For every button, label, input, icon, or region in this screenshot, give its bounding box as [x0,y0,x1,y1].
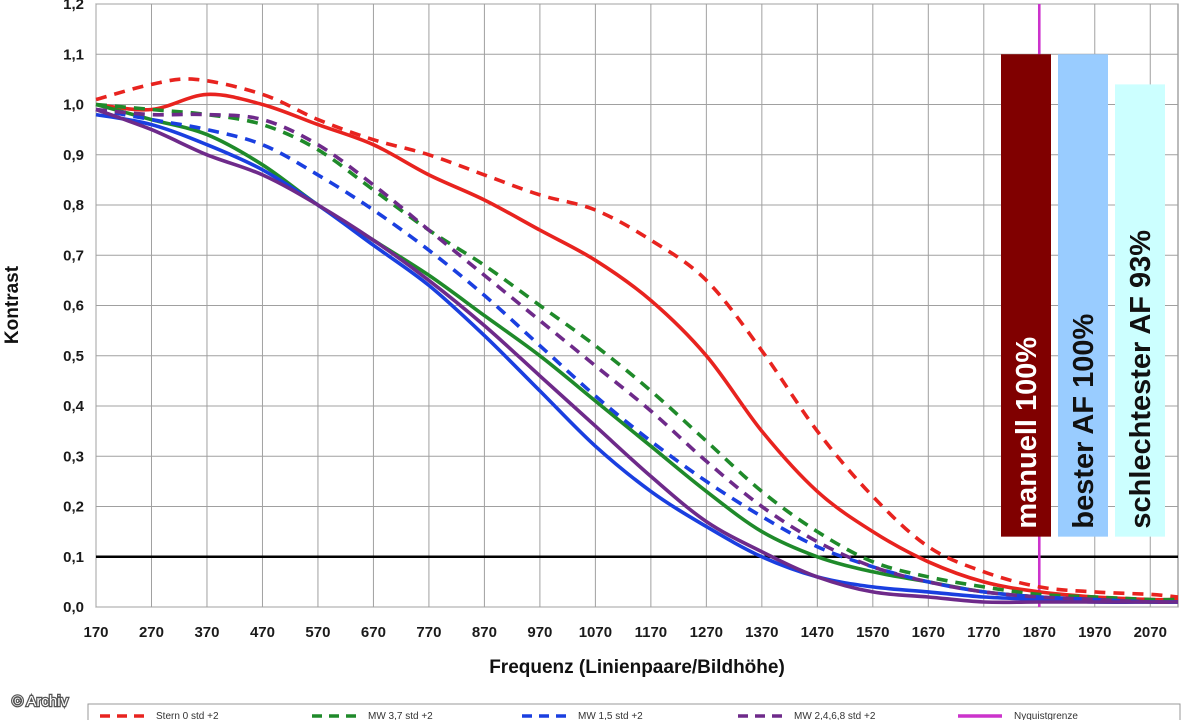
x-tick-label: 1670 [912,624,945,641]
x-tick-label: 270 [139,624,164,641]
x-tick-label: 1870 [1023,624,1056,641]
credit-text: © Archiv [12,693,69,710]
af-bar-label: bester AF 100% [1068,314,1100,529]
af-bar [1115,84,1165,537]
af-bar [1058,54,1108,537]
x-tick-label: 1570 [856,624,889,641]
legend-label: MW 3,7 std +2 [368,711,433,720]
y-tick-label: 0,3 [63,448,84,465]
x-tick-label: 1370 [745,624,778,641]
legend-label: MW 1,5 std +2 [578,711,643,720]
x-tick-label: 1170 [635,624,668,641]
af-bar [1001,54,1051,537]
y-tick-label: 1,0 [63,97,84,114]
x-tick-label: 770 [416,624,441,641]
grid [95,3,1179,608]
x-tick-label: 1970 [1078,624,1111,641]
series-line-dashed [95,102,1179,602]
series-line-solid [95,92,1179,602]
legend-label: Nyquistgrenze [1014,711,1078,720]
x-tick-label: 1470 [801,624,834,641]
y-tick-label: 1,1 [63,46,84,63]
y-tick-label: 0,6 [63,298,84,315]
x-tick-label: 670 [361,624,386,641]
y-tick-label: 0,0 [63,599,84,616]
x-tick-label: 870 [472,624,497,641]
series-line-dashed [95,77,1179,599]
legend-box [87,703,1181,720]
y-tick-label: 0,1 [63,549,84,566]
series-line-dashed [95,107,1179,604]
x-tick-label: 170 [83,624,108,641]
series-line-dashed [95,107,1179,604]
series-lines [95,77,1179,605]
y-tick-label: 0,8 [63,197,84,214]
af-bar-label: schlechtester AF 93% [1125,230,1157,529]
y-tick-label: 0,4 [63,398,85,415]
x-tick-label: 570 [305,624,330,641]
legend: Stern 0 std +2 MW 3,7 std +2 MW 1,5 std +2… [87,703,1181,720]
x-tick-label: 1070 [579,624,612,641]
af-bar-label: manuell 100% [1011,337,1043,529]
legend-label: Stern 0 std +2 [156,711,219,720]
x-axis-title: Frequenz (Linienpaare/Bildhöhe) [489,657,785,678]
x-tick-label: 2070 [1134,624,1167,641]
x-tick-label: 1270 [690,624,723,641]
y-tick-label: 0,2 [63,499,84,516]
y-tick-label: 0,5 [63,348,84,365]
series-line-solid [95,112,1178,604]
legend-label: MW 2,4,6,8 std +2 [794,711,876,720]
y-tick-label: 0,9 [63,147,84,164]
x-tick-label: 970 [527,624,552,641]
x-tick-label: 470 [250,624,275,641]
y-axis-title: Kontrast [2,265,23,344]
x-tick-label: 370 [194,624,219,641]
x-tick-label: 1770 [967,624,1000,641]
af-bars: manuell 100% bester AF 100% schlechtester … [1001,54,1165,537]
y-tick-label: 1,2 [63,0,84,13]
series-line-solid [95,107,1178,605]
axis-ticks: 170 270 370 470 570 670 770 870 970 1070 1170 1270 1… [63,0,1167,641]
y-tick-label: 0,7 [63,247,84,264]
